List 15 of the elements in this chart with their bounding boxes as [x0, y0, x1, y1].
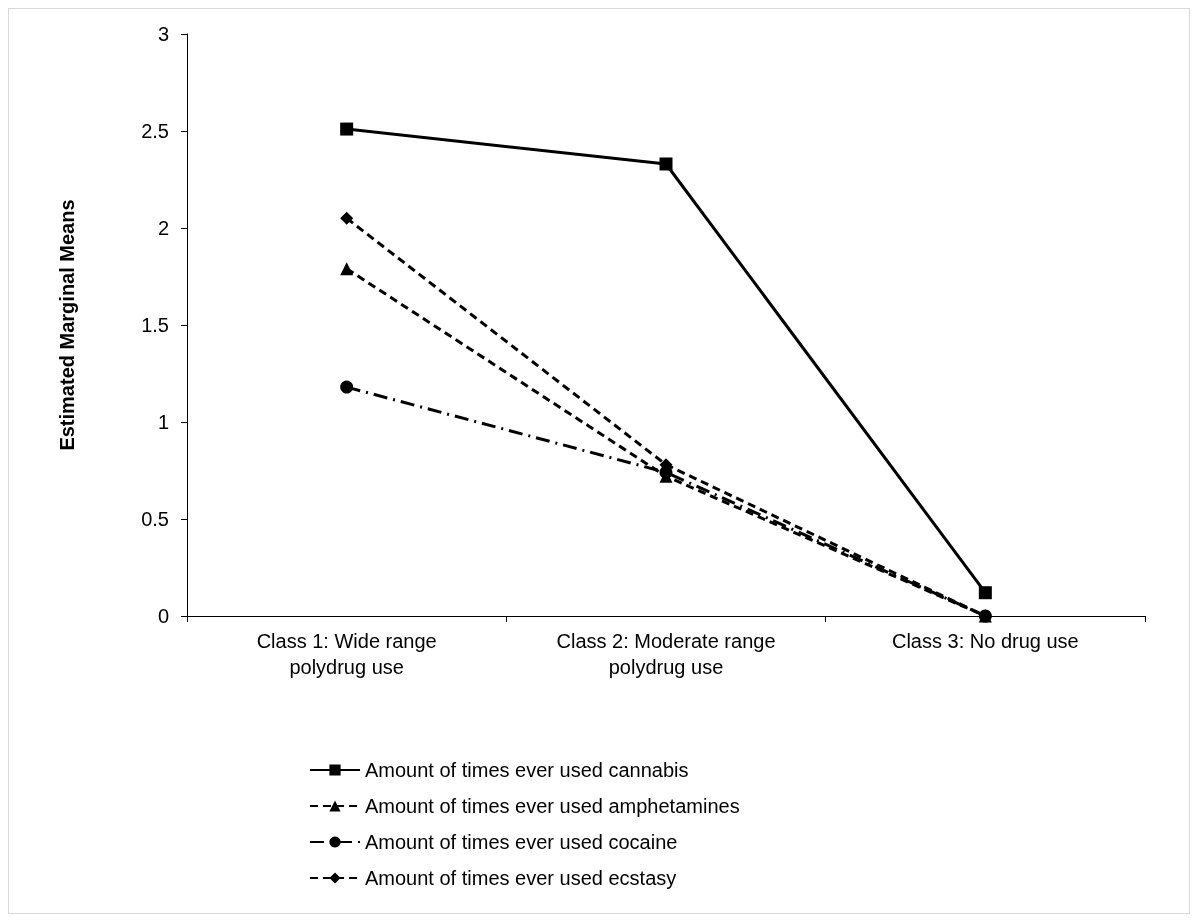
legend-label: Amount of times ever used amphetamines [365, 795, 740, 817]
y-tick-label: 3 [157, 23, 169, 45]
y-tick-label: 1.5 [141, 314, 169, 336]
y-tick-label: 1 [157, 411, 169, 433]
y-tick-label: 0.5 [141, 508, 169, 530]
x-tick-label: Class 2: Moderate range polydrug use [556, 630, 776, 678]
legend-label: Amount of times ever used cocaine [365, 831, 678, 853]
x-tick-label: Class 3: No drug use [891, 630, 1079, 652]
x-tick-label: Class 1: Wide range polydrug use [256, 630, 437, 678]
legend-label: Amount of times ever used cannabis [365, 759, 689, 781]
y-tick-label: 2 [157, 217, 169, 239]
y-tick-label: 2.5 [141, 120, 169, 142]
legend-label: Amount of times ever used ecstasy [365, 867, 677, 889]
y-axis-title: Estimated Marginal Means [56, 199, 78, 451]
y-tick-label: 0 [157, 605, 169, 627]
